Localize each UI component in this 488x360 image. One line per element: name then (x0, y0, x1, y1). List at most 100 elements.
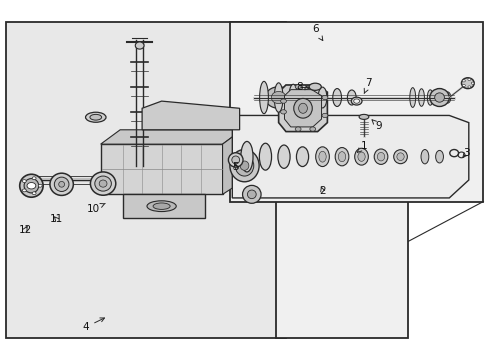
Circle shape (295, 127, 301, 131)
Ellipse shape (147, 201, 176, 212)
Circle shape (467, 78, 470, 81)
Text: 5: 5 (232, 162, 239, 172)
Ellipse shape (229, 149, 259, 182)
Ellipse shape (50, 173, 73, 195)
Ellipse shape (444, 92, 450, 103)
Ellipse shape (373, 149, 387, 165)
Polygon shape (232, 116, 468, 198)
Ellipse shape (350, 97, 361, 105)
Circle shape (32, 192, 36, 195)
Ellipse shape (357, 152, 365, 161)
Ellipse shape (303, 86, 312, 109)
Ellipse shape (420, 149, 428, 164)
Ellipse shape (240, 161, 248, 170)
Polygon shape (122, 194, 205, 218)
Text: 8: 8 (295, 82, 308, 92)
Ellipse shape (434, 93, 444, 102)
Ellipse shape (358, 114, 368, 120)
Ellipse shape (241, 141, 252, 172)
Ellipse shape (429, 89, 448, 107)
Polygon shape (101, 144, 222, 194)
Text: 7: 7 (364, 78, 371, 94)
Ellipse shape (293, 98, 312, 118)
Ellipse shape (393, 150, 407, 164)
Ellipse shape (318, 87, 326, 108)
Ellipse shape (396, 153, 404, 161)
Polygon shape (101, 130, 242, 144)
Circle shape (462, 80, 465, 82)
Ellipse shape (54, 177, 69, 192)
Circle shape (32, 177, 36, 180)
Ellipse shape (99, 180, 107, 187)
Ellipse shape (354, 148, 367, 165)
Ellipse shape (409, 87, 415, 107)
Ellipse shape (334, 148, 348, 166)
Ellipse shape (461, 78, 473, 89)
Ellipse shape (346, 90, 355, 105)
Circle shape (38, 184, 42, 187)
Ellipse shape (85, 112, 106, 122)
Circle shape (309, 85, 315, 89)
Ellipse shape (20, 174, 43, 197)
Circle shape (22, 180, 26, 183)
Text: 9: 9 (371, 120, 381, 131)
Ellipse shape (418, 89, 424, 106)
Ellipse shape (153, 203, 170, 210)
Polygon shape (142, 101, 239, 130)
Circle shape (295, 85, 301, 89)
Ellipse shape (135, 42, 144, 49)
Circle shape (322, 95, 327, 100)
Circle shape (309, 127, 315, 131)
Text: 6: 6 (311, 24, 322, 41)
Circle shape (470, 82, 473, 84)
Ellipse shape (377, 152, 384, 161)
Bar (276, 180, 407, 338)
Circle shape (280, 110, 286, 114)
Polygon shape (222, 130, 242, 194)
Ellipse shape (308, 83, 321, 90)
Ellipse shape (288, 84, 297, 111)
Ellipse shape (24, 179, 39, 193)
Polygon shape (278, 85, 327, 132)
Circle shape (27, 183, 36, 189)
Ellipse shape (247, 190, 256, 199)
Ellipse shape (274, 83, 283, 112)
Polygon shape (284, 90, 321, 127)
Circle shape (462, 84, 465, 86)
Ellipse shape (90, 172, 116, 195)
Bar (229, 22, 483, 202)
Circle shape (467, 86, 470, 88)
Ellipse shape (259, 81, 268, 114)
Text: 1: 1 (357, 141, 366, 152)
Circle shape (280, 99, 286, 103)
Ellipse shape (318, 151, 325, 162)
Text: 4: 4 (82, 318, 104, 332)
Ellipse shape (264, 87, 291, 108)
Bar (5, 22, 285, 338)
Ellipse shape (271, 91, 285, 104)
Ellipse shape (338, 152, 345, 162)
Ellipse shape (332, 89, 341, 107)
Text: 2: 2 (319, 186, 325, 196)
Text: 3: 3 (462, 148, 468, 158)
Ellipse shape (90, 114, 102, 120)
Ellipse shape (235, 155, 253, 176)
Text: 11: 11 (50, 215, 63, 224)
Ellipse shape (95, 176, 111, 191)
Ellipse shape (228, 153, 243, 167)
Circle shape (322, 113, 327, 118)
Ellipse shape (315, 147, 329, 167)
Ellipse shape (296, 147, 308, 167)
Ellipse shape (435, 91, 441, 104)
Ellipse shape (277, 145, 289, 168)
Ellipse shape (435, 150, 443, 163)
Ellipse shape (353, 99, 359, 103)
Circle shape (22, 189, 26, 192)
Ellipse shape (59, 181, 64, 187)
Text: 10: 10 (86, 203, 105, 214)
Ellipse shape (427, 90, 432, 105)
Ellipse shape (298, 103, 307, 113)
Ellipse shape (259, 143, 271, 170)
Ellipse shape (242, 185, 261, 203)
Ellipse shape (231, 156, 239, 164)
